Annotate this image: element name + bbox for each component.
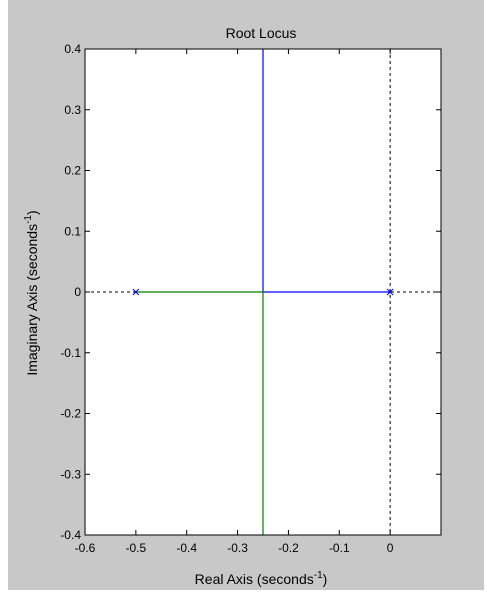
x-tick-label: -0.1 [329,541,350,555]
y-tick-label: -0.3 [60,467,81,481]
x-tick-label: -0.4 [176,541,197,555]
chart-title: Root Locus [226,25,297,41]
ticks-group: -0.6 -0.5 -0.4 -0.3 -0.2 -0.1 0 0.4 0.3 0.2 0.1 0 -0… [60,42,441,555]
x-tick-label: 0 [387,541,394,555]
y-tick-label: 0.2 [64,164,81,178]
locus-branch-2 [135,291,264,535]
y-tick-label: -0.4 [60,528,81,542]
y-tick-label: -0.1 [60,346,81,360]
y-axis-label: Imaginary Axis (seconds-1) [23,210,40,375]
x-tick-label: -0.6 [75,541,96,555]
y-tick-label: 0 [74,285,81,299]
series-group [135,49,391,535]
x-tick-label: -0.2 [278,541,299,555]
y-tick-label: 0.1 [64,224,81,238]
y-tick-label: -0.2 [60,407,81,421]
x-tick-label: -0.5 [126,541,147,555]
x-axis-label: Real Axis (seconds-1) [195,570,328,587]
pole-marker-1 [132,288,140,296]
y-tick-label: 0.3 [64,103,81,117]
y-tick-label: 0.4 [64,42,81,56]
x-tick-label: -0.3 [227,541,248,555]
poles-group [132,288,394,296]
pole-marker-2 [386,288,394,296]
